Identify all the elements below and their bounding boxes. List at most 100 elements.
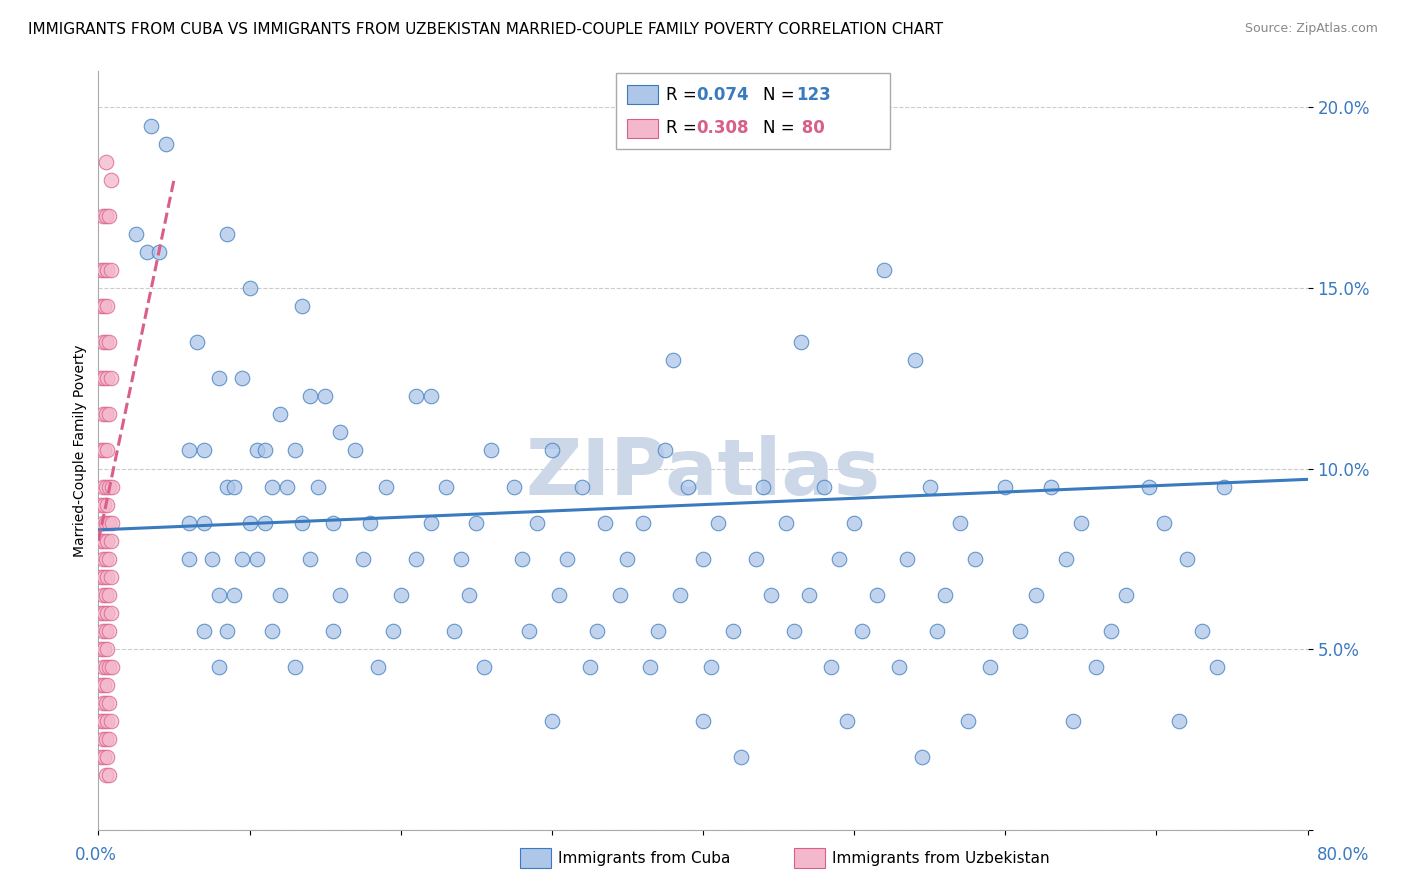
Point [179, 516, 201, 530]
Point [98, 588, 121, 602]
Text: IMMIGRANTS FROM CUBA VS IMMIGRANTS FROM UZBEKISTAN MARRIED-COUPLE FAMILY POVERTY: IMMIGRANTS FROM CUBA VS IMMIGRANTS FROM … [28, 22, 943, 37]
Point [93, 678, 115, 692]
Point [548, 588, 571, 602]
Point [262, 624, 284, 638]
Point [93, 570, 115, 584]
Point [284, 660, 307, 674]
Point [90, 263, 112, 277]
Point [797, 588, 820, 602]
Point [90, 533, 112, 548]
Point [616, 551, 638, 566]
Point [94, 732, 117, 747]
Point [215, 624, 238, 638]
Point [93, 263, 115, 277]
Point [94, 154, 117, 169]
Point [96, 299, 118, 313]
Point [1115, 588, 1137, 602]
Point [90, 498, 112, 512]
Point [835, 714, 858, 729]
Point [873, 263, 896, 277]
Point [405, 551, 427, 566]
Point [135, 244, 157, 259]
Point [96, 642, 118, 657]
Point [96, 443, 118, 458]
Point [100, 570, 122, 584]
Point [98, 768, 121, 782]
Point [775, 516, 797, 530]
Point [586, 624, 609, 638]
Point [96, 606, 118, 620]
Point [96, 678, 118, 692]
Point [98, 516, 121, 530]
Point [828, 551, 851, 566]
Point [1085, 660, 1108, 674]
Point [299, 389, 322, 403]
Point [98, 209, 121, 223]
Point [820, 660, 842, 674]
Text: N =: N = [763, 120, 800, 137]
Point [125, 227, 148, 241]
Point [91, 516, 114, 530]
Point [1175, 551, 1198, 566]
Point [253, 516, 276, 530]
Point [979, 660, 1001, 674]
Point [246, 551, 269, 566]
Point [994, 479, 1017, 493]
Point [94, 479, 117, 493]
Point [100, 371, 122, 385]
Point [90, 371, 112, 385]
Point [224, 588, 246, 602]
Point [208, 371, 231, 385]
Point [434, 479, 457, 493]
Text: Immigrants from Uzbekistan: Immigrants from Uzbekistan [832, 851, 1050, 865]
Point [526, 516, 548, 530]
Point [609, 588, 631, 602]
Point [94, 588, 117, 602]
Point [94, 408, 117, 422]
Point [707, 516, 730, 530]
Text: Immigrants from Cuba: Immigrants from Cuba [558, 851, 731, 865]
Point [93, 750, 115, 764]
Point [276, 479, 298, 493]
Text: 0.0%: 0.0% [75, 846, 117, 863]
Point [98, 335, 121, 350]
Point [329, 425, 352, 440]
Point [98, 551, 121, 566]
Point [1168, 714, 1191, 729]
Point [90, 443, 112, 458]
Point [1010, 624, 1032, 638]
Point [457, 588, 479, 602]
Text: 123: 123 [796, 86, 831, 103]
Point [450, 551, 472, 566]
Point [179, 443, 201, 458]
Point [291, 516, 314, 530]
Point [1054, 551, 1077, 566]
Point [661, 353, 683, 368]
Point [322, 624, 344, 638]
Point [367, 660, 389, 674]
Point [1137, 479, 1160, 493]
Point [98, 408, 121, 422]
Point [193, 516, 215, 530]
Point [307, 479, 329, 493]
Point [262, 479, 284, 493]
Point [299, 551, 322, 566]
Point [472, 660, 495, 674]
Point [420, 516, 443, 530]
Point [179, 551, 201, 566]
Point [918, 479, 941, 493]
Point [813, 479, 835, 493]
Point [360, 516, 382, 530]
Point [91, 209, 114, 223]
Point [101, 516, 124, 530]
Point [699, 660, 721, 674]
Point [94, 335, 117, 350]
Point [90, 299, 112, 313]
Point [98, 624, 121, 638]
Point [647, 624, 669, 638]
Point [1099, 624, 1122, 638]
Point [96, 498, 118, 512]
Point [517, 624, 540, 638]
Point [503, 479, 526, 493]
Point [540, 714, 562, 729]
